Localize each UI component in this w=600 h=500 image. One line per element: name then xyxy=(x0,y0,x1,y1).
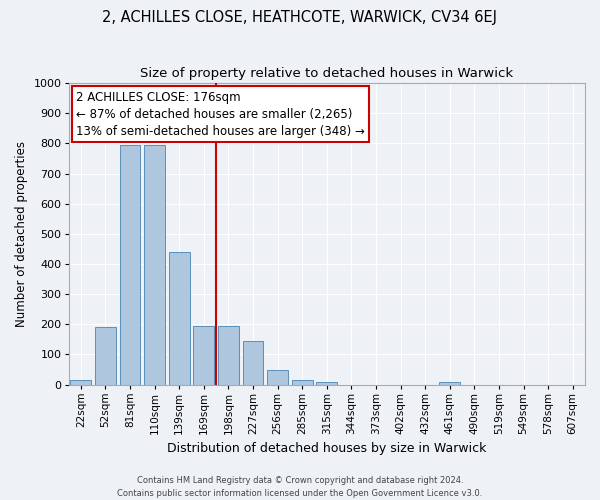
Bar xyxy=(119,145,140,384)
Bar xyxy=(267,370,288,384)
Text: Contains HM Land Registry data © Crown copyright and database right 2024.
Contai: Contains HM Land Registry data © Crown c… xyxy=(118,476,482,498)
Bar xyxy=(218,326,239,384)
Bar xyxy=(95,328,116,384)
Bar xyxy=(316,382,337,384)
Text: 2, ACHILLES CLOSE, HEATHCOTE, WARWICK, CV34 6EJ: 2, ACHILLES CLOSE, HEATHCOTE, WARWICK, C… xyxy=(103,10,497,25)
Bar xyxy=(439,382,460,384)
Y-axis label: Number of detached properties: Number of detached properties xyxy=(15,141,28,327)
Title: Size of property relative to detached houses in Warwick: Size of property relative to detached ho… xyxy=(140,68,514,80)
Bar xyxy=(169,252,190,384)
Bar xyxy=(242,341,263,384)
Bar xyxy=(193,326,214,384)
X-axis label: Distribution of detached houses by size in Warwick: Distribution of detached houses by size … xyxy=(167,442,487,455)
Bar xyxy=(144,146,165,384)
Bar xyxy=(70,380,91,384)
Text: 2 ACHILLES CLOSE: 176sqm
← 87% of detached houses are smaller (2,265)
13% of sem: 2 ACHILLES CLOSE: 176sqm ← 87% of detach… xyxy=(76,90,365,138)
Bar xyxy=(292,380,313,384)
